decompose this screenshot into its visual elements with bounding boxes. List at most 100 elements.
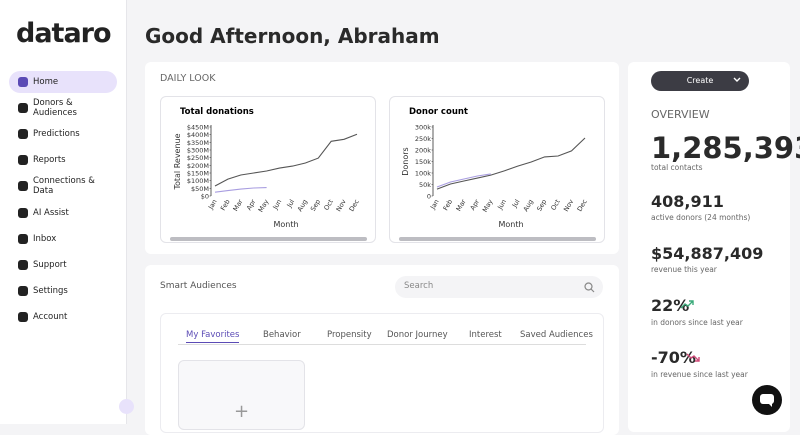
y-tick-label: $300M (187, 147, 209, 155)
y-tick-label: 300k (415, 124, 431, 132)
nav-item[interactable]: Inbox (9, 228, 117, 250)
x-tick-label: Feb (442, 198, 455, 212)
chart-title: Total donations (180, 107, 254, 117)
x-tick-label: Sep (309, 198, 322, 213)
add-audience-card[interactable]: + (178, 360, 305, 430)
stat-value: 1,285,393 (651, 131, 800, 165)
x-tick-label: Dec (576, 198, 589, 213)
nav-label: Settings (33, 285, 68, 296)
tab[interactable]: Propensity (327, 330, 372, 340)
nav-label: AI Assist (33, 207, 69, 218)
line-series (436, 173, 491, 188)
x-tick-label: Sep (535, 198, 548, 213)
x-tick-label: Jul (285, 198, 296, 210)
x-tick-label: Apr (469, 198, 482, 212)
nav-label: Donors & Audiences (33, 98, 77, 119)
y-tick-label: $0 (201, 193, 209, 201)
nav-icon (18, 285, 28, 296)
nav-item[interactable]: Home (9, 71, 117, 93)
search-input[interactable]: Search (395, 276, 603, 298)
tab[interactable]: Saved Audiences (520, 330, 593, 340)
scrollbar (399, 237, 596, 241)
chevron (733, 77, 741, 82)
nav-item[interactable]: Account (9, 306, 117, 328)
y-tick-label: 50k (419, 181, 431, 189)
nav-icon (18, 77, 28, 87)
nav-label: Inbox (33, 233, 57, 244)
x-tick-label: May (481, 198, 495, 214)
x-tick-label: Jul (510, 198, 521, 210)
x-tick-label: Mar (455, 198, 468, 213)
logo[interactable]: dataro (16, 18, 112, 49)
stat-value: $54,887,409 (651, 244, 764, 263)
icon-shape (18, 129, 28, 140)
nav-item[interactable]: Settings (9, 280, 117, 302)
nav-icon (18, 259, 28, 270)
chat-button[interactable] (752, 385, 782, 415)
tab[interactable]: Interest (469, 330, 502, 340)
nav-label: Support (33, 259, 67, 270)
section-title: DAILY LOOK (160, 73, 216, 84)
stat-label: revenue this year (651, 265, 717, 274)
icon-shape (18, 77, 28, 87)
nav-item[interactable]: AI Assist (9, 202, 117, 224)
x-tick-label: Dec (348, 198, 361, 213)
y-tick-label: $150M (187, 170, 209, 178)
nav-item[interactable]: Predictions (9, 123, 117, 145)
x-tick-label: Oct (549, 198, 562, 212)
nav-icon (18, 181, 28, 192)
nav-icon (18, 233, 28, 244)
y-tick-label: 0 (427, 193, 431, 201)
overview-title: OVERVIEW (651, 108, 710, 121)
nav-label: Account (33, 311, 68, 322)
chat-icon (760, 394, 774, 407)
stat-label: in revenue since last year (651, 370, 748, 379)
icon-shape (18, 285, 28, 296)
line-series (214, 187, 267, 193)
nav-item[interactable]: Reports (9, 149, 117, 171)
chart-box: Donor count 0 50k 100k 150k 200k 250k 300k Donor… (389, 96, 605, 243)
stat-label: total contacts (651, 163, 703, 172)
collapse-button[interactable] (119, 399, 134, 414)
stat-value: 408,911 (651, 192, 724, 211)
stat-value: 22% (651, 296, 690, 315)
y-axis-title: Donors (401, 147, 410, 175)
icon-shape (18, 181, 28, 192)
x-tick-label: May (257, 198, 271, 214)
tab-divider (178, 344, 586, 345)
y-tick-label: $450M (187, 124, 209, 132)
icon-shape (18, 207, 28, 218)
y-tick-label: $200M (187, 162, 209, 170)
x-tick-label: Aug (522, 198, 535, 213)
x-tick-label: Oct (322, 198, 335, 212)
chart-box: Total donations $0 $50M $100M $150M $200M $250… (160, 96, 376, 243)
y-tick-label: $400M (187, 131, 209, 139)
nav-icon (18, 103, 28, 114)
y-tick-label: 100k (415, 170, 431, 178)
nav-item[interactable]: Donors & Audiences (9, 97, 117, 119)
icon-shape (18, 103, 28, 114)
stat-label: active donors (24 months) (651, 213, 751, 222)
button-label: Create (686, 76, 714, 85)
icon-shape (18, 259, 28, 270)
icon-shape (18, 311, 28, 322)
nav-item[interactable]: Support (9, 254, 117, 276)
nav-icon (18, 129, 28, 140)
line-series (436, 137, 586, 190)
nav-item[interactable]: Connections & Data (9, 175, 117, 197)
tab[interactable]: Behavior (263, 330, 301, 340)
tab[interactable]: Donor Journey (387, 330, 448, 340)
y-tick-label: 200k (415, 147, 431, 155)
create-button[interactable]: Create (651, 71, 749, 91)
section-title: Smart Audiences (160, 281, 237, 291)
nav-icon (18, 207, 28, 218)
nav-label: Home (33, 77, 59, 87)
greeting: Good Afternoon, Abraham (145, 24, 440, 48)
y-tick-label: 150k (415, 158, 431, 166)
tab[interactable]: My Favorites (186, 330, 240, 343)
scrollbar (170, 237, 367, 241)
x-tick-label: Mar (231, 198, 244, 213)
icon-shape (18, 233, 28, 244)
x-tick-label: Jun (495, 198, 508, 212)
